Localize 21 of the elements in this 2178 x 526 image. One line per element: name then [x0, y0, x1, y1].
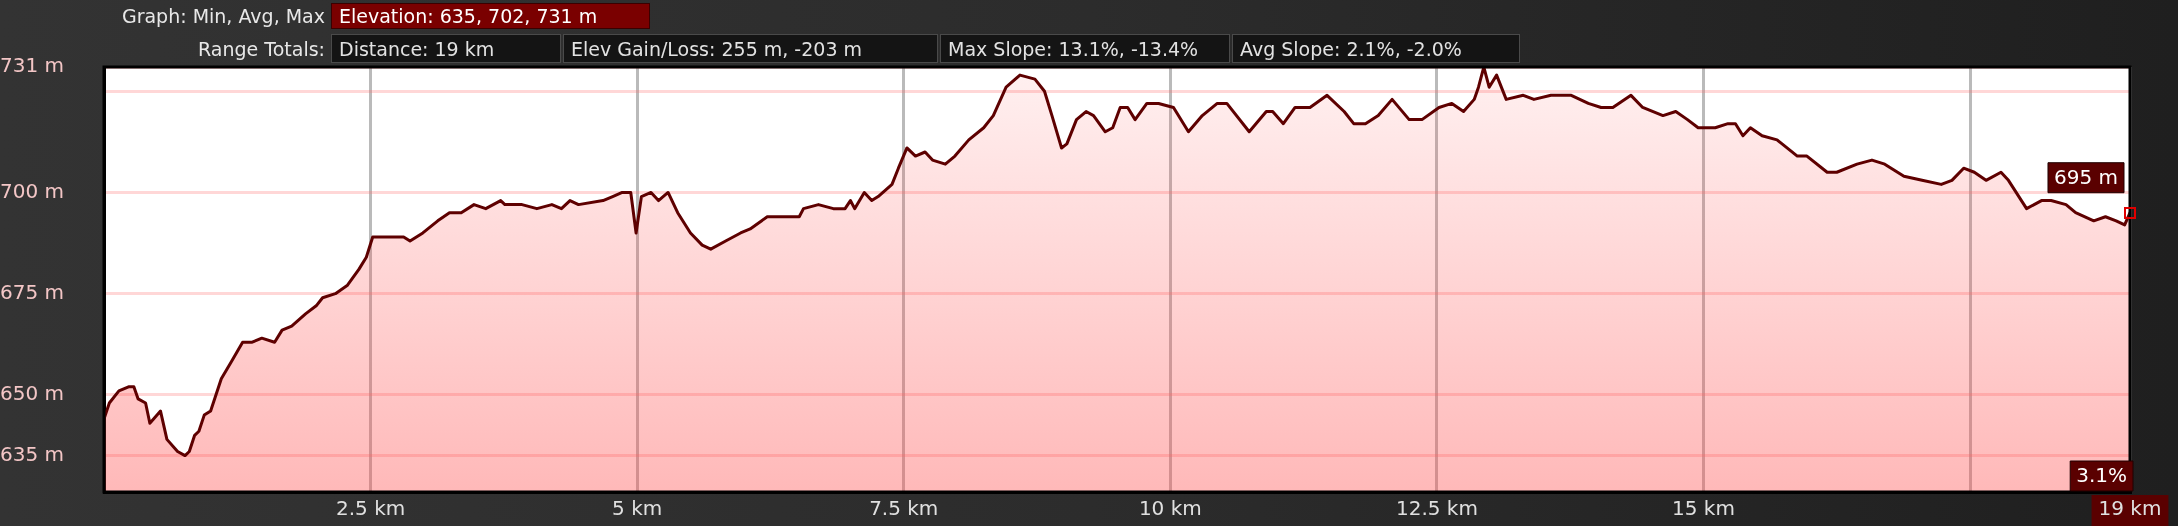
y-tick-label: 700 m [0, 178, 65, 203]
y-tick-label: 650 m [0, 381, 65, 406]
annotation: 695 m [2053, 164, 2118, 189]
annotation: 3.1% [2076, 463, 2127, 488]
text: Avg Slope: 2.1%, -2.0% [1232, 34, 1520, 63]
y-tick-label: 675 m [0, 279, 65, 304]
x-tick-label: 19 km [2098, 496, 2162, 521]
y-tick-label: 635 m [0, 441, 65, 466]
x-tick-label: 2.5 km [335, 496, 406, 521]
text: Range Totals: [198, 37, 325, 60]
text: Max Slope: 13.1%, -13.4% [940, 34, 1230, 63]
text: Elev Gain/Loss: 255 m, -203 m [563, 34, 938, 63]
x-tick-label: 7.5 km [869, 496, 939, 521]
text: Graph: Min, Avg, Max [120, 4, 326, 29]
text: Elevation: 635, 702, 731 m [331, 3, 650, 29]
x-tick-label: 12.5 km [1395, 496, 1478, 521]
x-tick-label: 10 km [1138, 496, 1202, 521]
y-tick-label: 731 m [0, 53, 65, 78]
text: Distance: 19 km [331, 34, 561, 63]
x-tick-label: 15 km [1672, 496, 1735, 521]
x-tick-label: 5 km [612, 496, 663, 521]
